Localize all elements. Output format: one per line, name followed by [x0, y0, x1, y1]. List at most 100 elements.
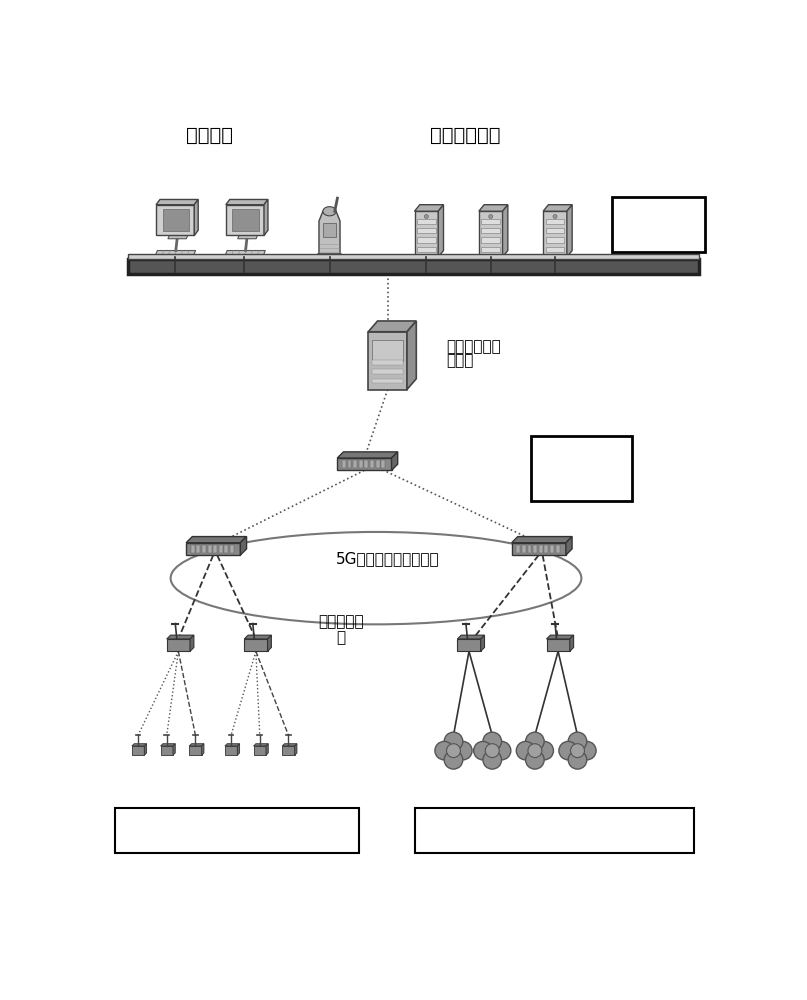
FancyBboxPatch shape: [417, 237, 436, 243]
Circle shape: [571, 744, 584, 758]
Polygon shape: [156, 199, 199, 205]
Polygon shape: [132, 746, 144, 755]
FancyBboxPatch shape: [375, 460, 379, 468]
FancyBboxPatch shape: [353, 460, 357, 468]
Polygon shape: [225, 746, 237, 755]
Polygon shape: [238, 235, 257, 239]
Polygon shape: [282, 746, 295, 755]
Polygon shape: [282, 744, 297, 746]
Text: 信号传输节: 信号传输节: [318, 615, 364, 630]
Circle shape: [435, 741, 454, 760]
FancyBboxPatch shape: [224, 545, 228, 553]
Polygon shape: [190, 635, 194, 651]
Circle shape: [559, 741, 578, 760]
FancyBboxPatch shape: [482, 219, 500, 224]
Polygon shape: [267, 635, 271, 651]
Text: SF₆气体监测子系统: SF₆气体监测子系统: [185, 822, 289, 840]
FancyBboxPatch shape: [528, 545, 532, 553]
Text: 平台: 平台: [648, 229, 670, 247]
Polygon shape: [503, 205, 508, 257]
FancyBboxPatch shape: [417, 228, 436, 233]
FancyBboxPatch shape: [516, 545, 521, 553]
FancyBboxPatch shape: [539, 545, 542, 553]
Polygon shape: [438, 205, 444, 257]
FancyBboxPatch shape: [213, 545, 217, 553]
FancyBboxPatch shape: [533, 545, 537, 553]
Polygon shape: [319, 211, 340, 257]
Polygon shape: [368, 332, 407, 389]
Circle shape: [489, 215, 493, 218]
Circle shape: [516, 741, 535, 760]
FancyBboxPatch shape: [202, 545, 206, 553]
Polygon shape: [415, 205, 444, 211]
Polygon shape: [189, 746, 202, 755]
Polygon shape: [245, 639, 267, 651]
Circle shape: [525, 751, 544, 769]
FancyBboxPatch shape: [342, 460, 346, 468]
Circle shape: [568, 732, 587, 751]
Polygon shape: [337, 458, 391, 470]
Circle shape: [424, 215, 429, 218]
Polygon shape: [168, 235, 188, 239]
Polygon shape: [161, 744, 175, 746]
Polygon shape: [566, 537, 572, 555]
Text: 用户终端: 用户终端: [186, 126, 233, 145]
FancyBboxPatch shape: [417, 219, 436, 224]
FancyBboxPatch shape: [381, 460, 385, 468]
Ellipse shape: [323, 207, 336, 216]
Circle shape: [578, 741, 596, 760]
Polygon shape: [161, 746, 173, 755]
Polygon shape: [546, 635, 574, 639]
Circle shape: [485, 744, 500, 758]
Polygon shape: [543, 205, 572, 211]
Text: 数据管理与装: 数据管理与装: [445, 340, 500, 355]
Polygon shape: [189, 744, 204, 746]
Polygon shape: [570, 635, 574, 651]
Circle shape: [525, 732, 544, 751]
FancyBboxPatch shape: [370, 460, 374, 468]
Circle shape: [528, 744, 541, 758]
Polygon shape: [481, 635, 484, 651]
Text: 点: 点: [337, 630, 345, 645]
Polygon shape: [391, 452, 398, 470]
FancyBboxPatch shape: [555, 545, 559, 553]
Polygon shape: [337, 452, 398, 458]
FancyBboxPatch shape: [128, 259, 699, 274]
Circle shape: [474, 741, 492, 760]
Polygon shape: [144, 744, 147, 755]
FancyBboxPatch shape: [207, 545, 211, 553]
FancyBboxPatch shape: [372, 360, 404, 365]
Polygon shape: [407, 321, 416, 389]
Polygon shape: [155, 251, 195, 257]
FancyBboxPatch shape: [482, 247, 500, 252]
Polygon shape: [245, 635, 271, 639]
Text: 智能管理: 智能管理: [638, 216, 680, 234]
FancyBboxPatch shape: [196, 545, 200, 553]
FancyBboxPatch shape: [546, 219, 564, 224]
FancyBboxPatch shape: [550, 545, 554, 553]
FancyBboxPatch shape: [323, 223, 336, 237]
Circle shape: [444, 732, 462, 751]
FancyBboxPatch shape: [372, 379, 404, 383]
Polygon shape: [415, 211, 438, 257]
FancyBboxPatch shape: [359, 460, 362, 468]
FancyBboxPatch shape: [372, 369, 404, 374]
FancyBboxPatch shape: [365, 460, 368, 468]
Polygon shape: [224, 251, 266, 257]
FancyBboxPatch shape: [531, 436, 632, 501]
Polygon shape: [240, 537, 247, 555]
Circle shape: [446, 744, 461, 758]
FancyBboxPatch shape: [372, 340, 404, 361]
FancyBboxPatch shape: [348, 460, 352, 468]
Polygon shape: [163, 209, 189, 231]
FancyBboxPatch shape: [482, 228, 500, 233]
FancyBboxPatch shape: [613, 197, 705, 252]
FancyBboxPatch shape: [546, 237, 564, 243]
Polygon shape: [543, 211, 567, 257]
FancyBboxPatch shape: [546, 228, 564, 233]
FancyBboxPatch shape: [482, 237, 500, 243]
FancyBboxPatch shape: [190, 545, 194, 553]
FancyBboxPatch shape: [230, 545, 234, 553]
Polygon shape: [156, 205, 194, 235]
Circle shape: [483, 751, 501, 769]
